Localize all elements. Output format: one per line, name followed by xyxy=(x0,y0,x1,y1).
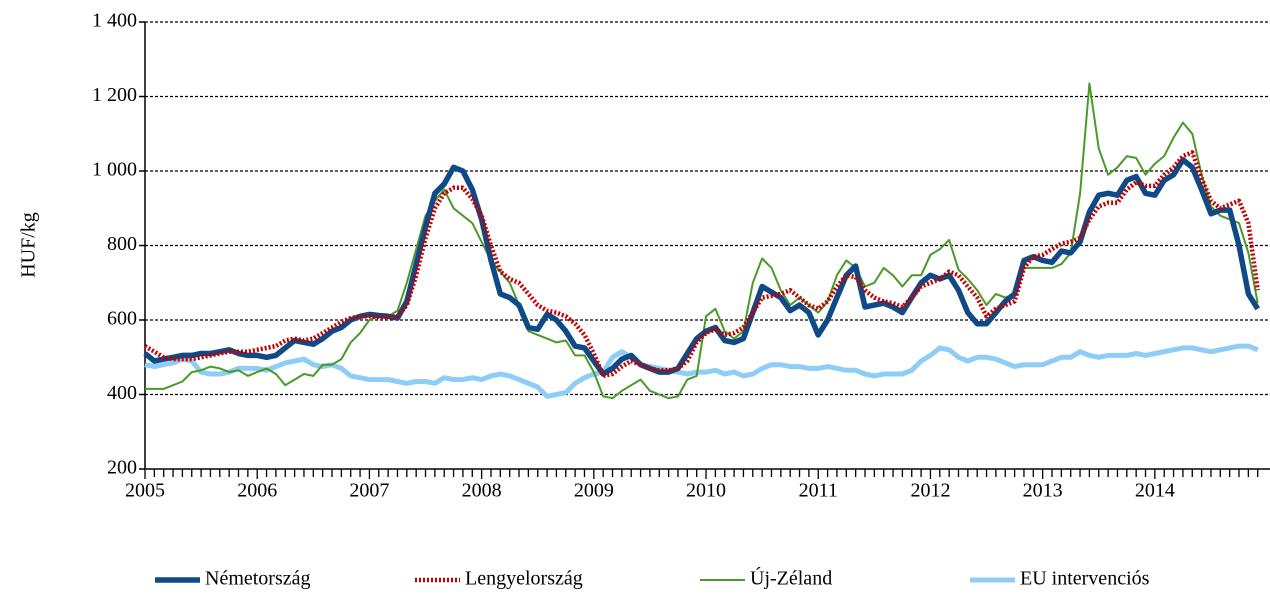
y-axis-label: HUF/kg xyxy=(18,212,40,278)
x-tick-label: 2007 xyxy=(349,480,389,502)
x-tick-label: 2011 xyxy=(799,480,838,502)
y-tick-label: 800 xyxy=(107,233,137,255)
y-tick-label: 200 xyxy=(107,457,137,479)
x-tick-label: 2005 xyxy=(125,480,165,502)
x-tick-label: 2012 xyxy=(910,480,950,502)
legend-label: Lengyelország xyxy=(465,568,583,590)
x-tick-label: 2013 xyxy=(1023,480,1063,502)
x-tick-label: 2006 xyxy=(237,480,277,502)
series-line xyxy=(144,343,1259,399)
x-tick-label: 2009 xyxy=(574,480,614,502)
series-line xyxy=(143,157,1261,377)
y-tick-label: 1 400 xyxy=(92,10,137,32)
x-tick-label: 2014 xyxy=(1135,480,1175,502)
y-tick-label: 400 xyxy=(107,382,137,404)
series-line xyxy=(143,150,1260,379)
legend-label: Németország xyxy=(205,568,311,590)
x-tick-label: 2010 xyxy=(686,480,726,502)
x-tick-label: 2008 xyxy=(462,480,502,502)
y-tick-label: 1 000 xyxy=(92,159,137,181)
series-line xyxy=(145,82,1259,400)
y-tick-label: 600 xyxy=(107,308,137,330)
legend-label: Új-Zéland xyxy=(750,566,832,590)
y-tick-label: 1 200 xyxy=(92,84,137,106)
legend-label: EU intervenciós xyxy=(1020,568,1150,590)
